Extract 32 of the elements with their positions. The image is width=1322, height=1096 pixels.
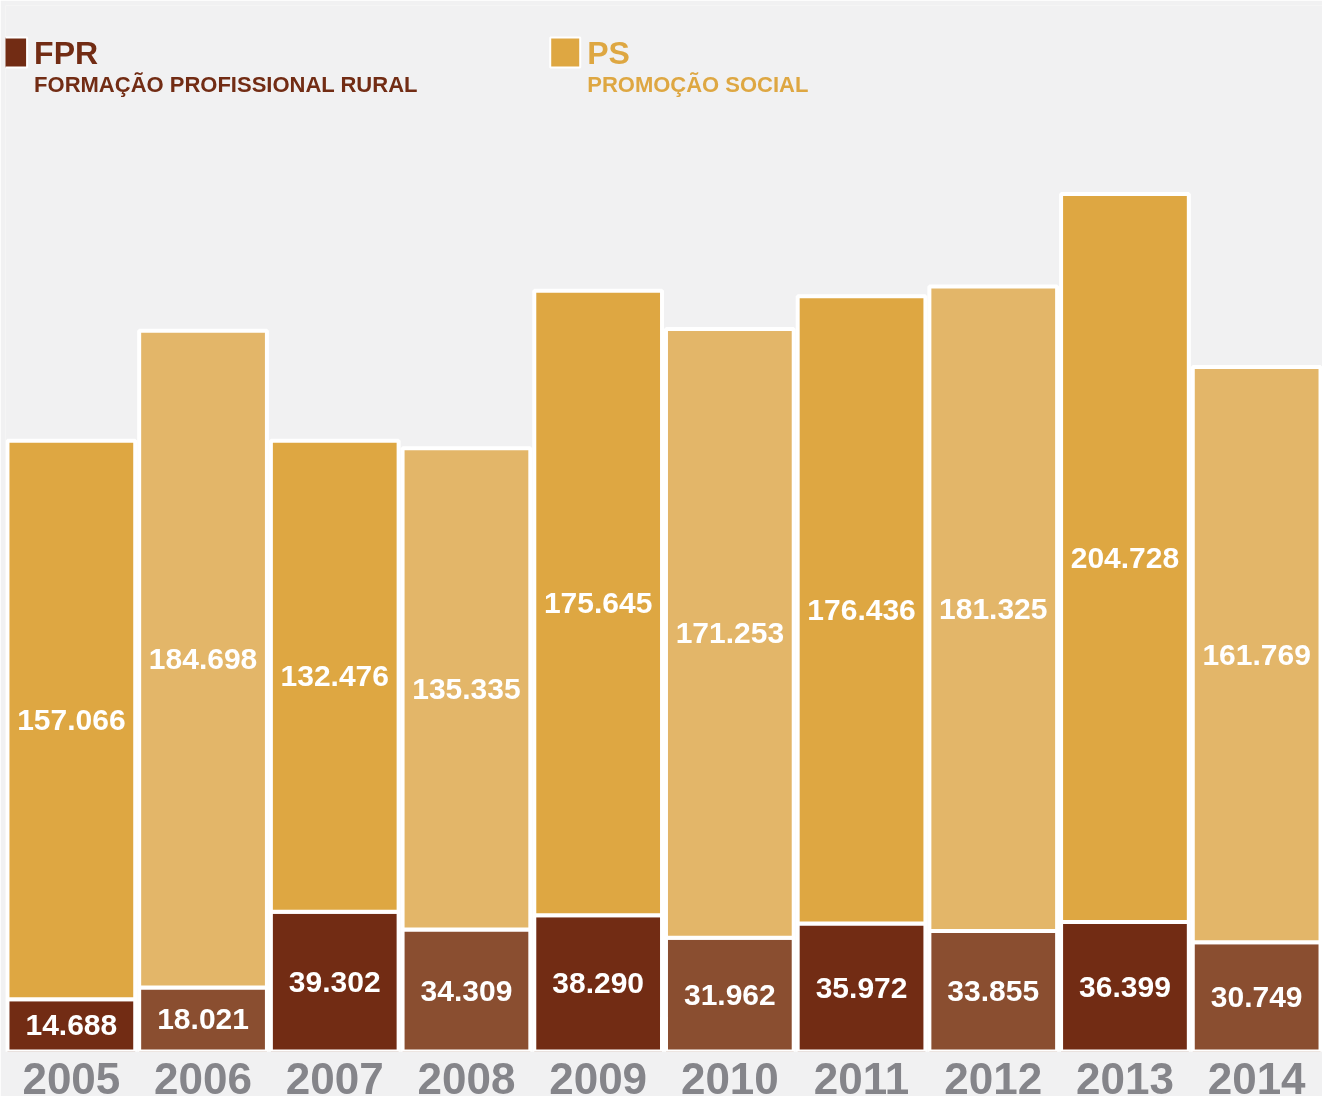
x-tick-label: 2013 bbox=[1076, 1053, 1174, 1096]
x-tick-label: 2014 bbox=[1207, 1053, 1307, 1096]
data-label: 132.476 bbox=[280, 659, 389, 693]
x-tick-label: 2009 bbox=[549, 1053, 648, 1096]
legend-label: PS PROMOÇÃO SOCIAL bbox=[587, 34, 809, 98]
data-label: 204.728 bbox=[1070, 541, 1180, 575]
data-label: 14.688 bbox=[25, 1008, 118, 1042]
data-label: 157.066 bbox=[17, 703, 126, 737]
x-tick-label: 2012 bbox=[944, 1053, 1043, 1096]
data-label: 181.325 bbox=[939, 591, 1048, 625]
data-label: 176.436 bbox=[807, 592, 916, 626]
data-label: 18.021 bbox=[157, 1002, 249, 1036]
legend-label: FPR FORMAÇÃO PROFISSIONAL RURAL bbox=[34, 34, 418, 98]
data-label: 38.290 bbox=[552, 966, 645, 1000]
data-label: 35.972 bbox=[815, 970, 908, 1004]
x-tick-label: 2011 bbox=[813, 1053, 910, 1096]
data-label: 39.302 bbox=[288, 964, 381, 998]
data-label: 30.749 bbox=[1210, 979, 1303, 1013]
x-tick-label: 2006 bbox=[154, 1053, 252, 1096]
data-label: 135.335 bbox=[412, 671, 521, 705]
x-tick-label: 2005 bbox=[22, 1053, 121, 1096]
data-label: 31.962 bbox=[683, 977, 776, 1011]
data-label: 161.769 bbox=[1202, 637, 1311, 671]
x-tick-label: 2007 bbox=[285, 1053, 384, 1096]
x-tick-label: 2008 bbox=[417, 1053, 516, 1096]
data-label: 36.399 bbox=[1079, 969, 1171, 1003]
data-label: 33.855 bbox=[947, 974, 1040, 1008]
data-label: 171.253 bbox=[675, 616, 785, 650]
x-tick-label: 2010 bbox=[680, 1053, 779, 1096]
data-label: 184.698 bbox=[148, 642, 258, 676]
data-label: 34.309 bbox=[420, 973, 513, 1007]
data-label: 175.645 bbox=[543, 586, 653, 620]
